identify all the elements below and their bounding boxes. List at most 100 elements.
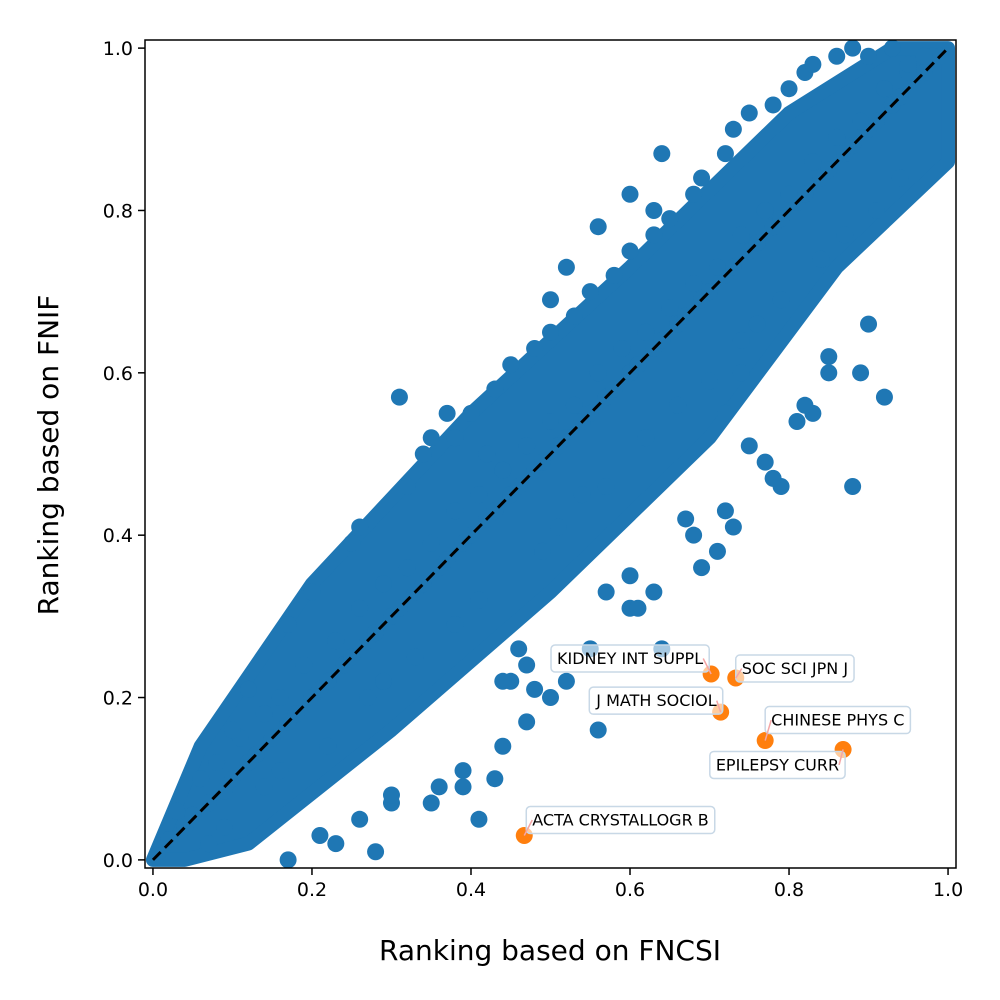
data-point <box>510 640 528 658</box>
data-point <box>844 39 862 57</box>
data-point <box>645 226 663 244</box>
data-point <box>820 348 838 366</box>
data-point <box>534 542 552 560</box>
data-point <box>184 806 202 824</box>
data-point <box>788 413 806 431</box>
data-point <box>804 153 822 171</box>
data-point <box>589 364 607 382</box>
data-point <box>359 689 377 707</box>
annotation-box <box>709 750 846 780</box>
data-point <box>518 437 536 455</box>
data-point <box>542 323 559 341</box>
data-point <box>549 518 567 536</box>
data-point <box>661 210 679 228</box>
x-tick-label: 0.0 <box>138 879 168 901</box>
data-point <box>494 672 512 690</box>
data-point <box>581 283 599 301</box>
data-point <box>470 591 488 609</box>
data-point <box>351 810 369 828</box>
data-point <box>637 429 655 447</box>
data-point <box>669 396 687 414</box>
data-point <box>860 315 878 333</box>
data-point <box>375 672 393 690</box>
data-point <box>875 80 893 98</box>
data-point <box>867 201 885 219</box>
data-point <box>685 185 703 203</box>
data-point <box>422 794 440 812</box>
data-point <box>820 364 838 382</box>
data-point <box>367 843 385 861</box>
data-point <box>303 583 321 601</box>
data-point <box>470 486 488 504</box>
data-point <box>160 831 178 849</box>
annotation-label: J MATH SOCIOL <box>595 691 716 710</box>
data-point <box>486 770 504 788</box>
data-point <box>200 835 218 853</box>
x-tick-label: 1.0 <box>933 879 963 901</box>
data-point <box>478 445 496 463</box>
annotation-label: KIDNEY INT SUPPL <box>557 649 703 668</box>
data-point <box>454 762 472 780</box>
annotation: KIDNEY INT SUPPL <box>550 644 712 675</box>
data-point <box>502 356 520 374</box>
data-point <box>685 275 703 293</box>
data-point <box>613 339 631 357</box>
annotation-box <box>588 686 724 715</box>
data-point <box>780 185 798 203</box>
y-tick-label: 0.2 <box>103 688 133 710</box>
data-point <box>390 388 408 406</box>
data-point <box>860 47 878 65</box>
x-axis-ticks: 0.0 0.2 0.4 0.6 0.8 1.0 <box>138 868 963 901</box>
data-point <box>756 201 774 219</box>
data-point <box>772 291 790 309</box>
data-point <box>446 429 464 447</box>
data-point <box>446 502 464 520</box>
data-point <box>597 583 615 601</box>
data-point <box>828 128 846 146</box>
y-tick-label: 0.4 <box>103 525 133 547</box>
annotation: J MATH SOCIOL <box>588 686 724 715</box>
data-point <box>414 445 432 463</box>
data-point <box>557 672 575 690</box>
data-point <box>716 502 734 520</box>
data-point <box>494 461 512 479</box>
data-point <box>542 291 559 309</box>
data-point <box>542 413 559 431</box>
annotation-label: SOC SCI JPN J <box>742 659 848 678</box>
data-point <box>557 258 575 276</box>
reference-diagonal-line <box>151 47 950 861</box>
annotation-box <box>764 705 912 735</box>
annotation-connector <box>702 658 712 675</box>
data-point <box>621 567 639 585</box>
data-point <box>891 169 909 187</box>
data-point <box>565 396 583 414</box>
data-point <box>796 396 814 414</box>
data-point <box>653 145 671 163</box>
data-point <box>518 713 536 731</box>
data-point <box>740 104 758 122</box>
data-point <box>223 721 241 739</box>
annotation-connector <box>838 749 844 766</box>
data-point <box>343 534 361 552</box>
data-point <box>748 315 766 333</box>
y-axis-title: Ranking based on FNIF <box>32 295 65 616</box>
data-point <box>629 599 647 617</box>
data-point <box>319 737 337 755</box>
annotation-label: EPILEPSY CURR <box>716 755 839 774</box>
data-point <box>708 258 726 276</box>
data-point <box>716 145 734 163</box>
data-point <box>883 39 901 57</box>
data-point <box>693 559 711 577</box>
data-point <box>732 331 750 349</box>
annotation: EPILEPSY CURR <box>709 749 846 780</box>
data-point <box>192 770 210 788</box>
data-point <box>875 388 893 406</box>
data-point <box>677 510 695 528</box>
data-point <box>526 339 544 357</box>
annotation: CHINESE PHYS C <box>764 705 912 741</box>
data-point <box>597 477 615 495</box>
data-point <box>589 218 607 236</box>
data-point <box>724 120 742 138</box>
annotation-label: ACTA CRYSTALLOGR B <box>532 811 709 830</box>
